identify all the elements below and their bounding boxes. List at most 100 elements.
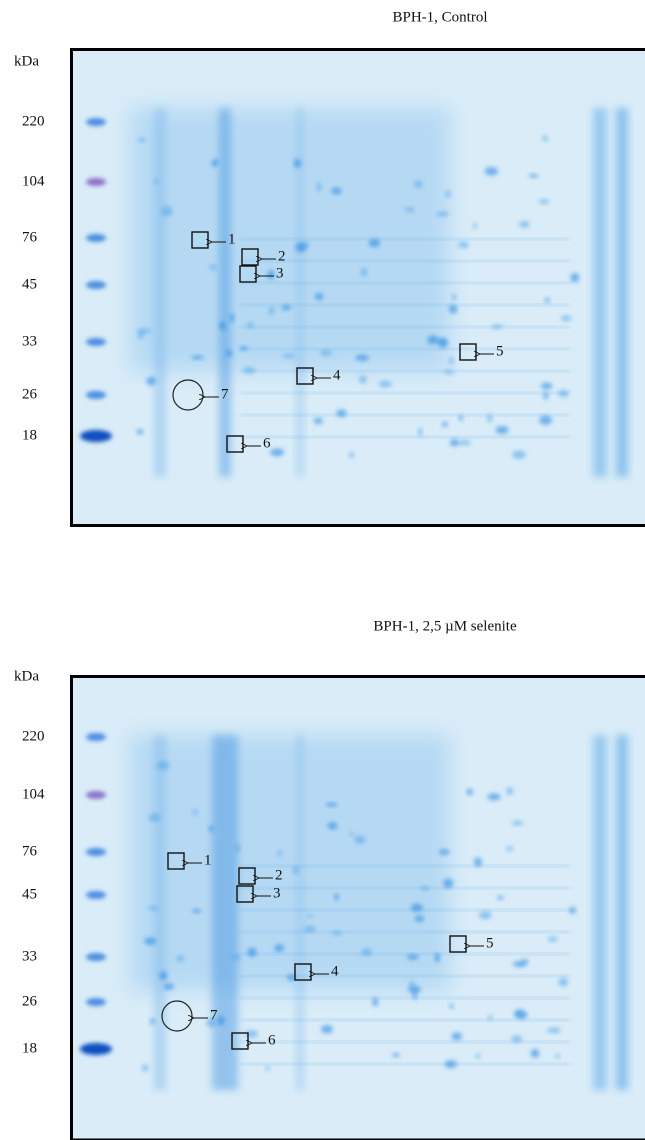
gel-spot [473, 857, 482, 867]
gel-spot [569, 906, 576, 914]
marker-label: 76 [22, 229, 38, 245]
gel-streak [154, 108, 166, 477]
gel-spot [316, 182, 322, 192]
gel-spot [304, 925, 316, 933]
gel-spot [225, 349, 233, 357]
gel-line [240, 326, 570, 328]
gel-line [240, 865, 570, 867]
gel-spot [368, 238, 381, 248]
gel-spot [314, 292, 324, 301]
gel-haze [130, 735, 450, 991]
gel-spot [506, 787, 514, 795]
gel-spot [448, 304, 458, 314]
gel-spot [265, 1066, 271, 1071]
gel-line [240, 1041, 570, 1043]
gel-spot [558, 977, 569, 987]
gel-streak [593, 735, 607, 1090]
gel-panel: BPH-1, 2,5 µM selenitekDa220104764533261… [14, 618, 645, 1140]
gel-spot [409, 980, 415, 990]
gel-spot [543, 392, 549, 400]
gel-image [72, 48, 645, 527]
marker-label: 45 [22, 886, 37, 902]
gel-spot [512, 961, 527, 968]
gel-image [72, 675, 645, 1140]
gel-spot [418, 427, 423, 437]
gel-spot [506, 846, 514, 851]
marker-band [86, 848, 106, 856]
gel-spot [146, 376, 157, 386]
gel-spot [247, 947, 257, 958]
gel-spot [451, 1032, 463, 1041]
gel-spot [427, 335, 439, 345]
gel-spot [331, 187, 342, 195]
panel-title: BPH-1, 2,5 µM selenite [373, 618, 517, 634]
marker-label: 26 [22, 993, 38, 1009]
gel-spot [160, 206, 173, 217]
spot-label: 5 [486, 935, 494, 951]
panel-title: BPH-1, Control [392, 9, 487, 25]
gel-spot [560, 315, 572, 322]
gel-border [70, 675, 645, 1140]
gel-spot [412, 991, 417, 1000]
gel-streak [616, 108, 628, 477]
gel-spot [209, 264, 217, 271]
gel-line [240, 370, 570, 372]
gel-spot [539, 415, 553, 425]
gel-spot [231, 953, 241, 961]
gel-spot [443, 878, 454, 889]
gel-spot [392, 1052, 400, 1058]
gel-spot [361, 948, 372, 957]
gel-spot [153, 179, 159, 184]
gel-spot [354, 835, 366, 844]
gel-spot [487, 1015, 493, 1021]
gel-spot [163, 983, 175, 990]
gel-spot [540, 382, 553, 390]
gel-line [240, 975, 570, 977]
gel-spot [192, 908, 202, 913]
gel-spot [336, 409, 347, 418]
gel-spot [349, 451, 354, 459]
gel-spot [414, 915, 425, 923]
gel-spot [445, 190, 451, 198]
gel-spot [497, 895, 504, 900]
spot-label: 5 [496, 343, 504, 359]
gel-line [240, 348, 570, 350]
axis-label: kDa [14, 53, 39, 69]
gel-spot [142, 1064, 149, 1072]
gel-spot [444, 369, 455, 375]
marker-label: 76 [22, 843, 38, 859]
spot-label: 7 [210, 1007, 218, 1023]
gel-spot [542, 135, 548, 142]
gel-spot [360, 267, 367, 278]
gel-spot [229, 313, 235, 323]
spot-label: 3 [273, 885, 281, 901]
gel-spot [404, 206, 415, 213]
gel-spot [295, 243, 307, 253]
gel-line [240, 392, 570, 394]
gel-spot [282, 353, 296, 359]
gel-spot [436, 211, 449, 217]
gel-spot [234, 843, 241, 853]
gel-spot [530, 1048, 540, 1058]
marker-band [86, 118, 106, 126]
marker-band [86, 234, 106, 242]
marker-label: 104 [22, 173, 45, 189]
gel-line [240, 953, 570, 955]
spot-label: 2 [278, 248, 286, 264]
marker-band [86, 391, 106, 399]
gel-spot [349, 832, 354, 837]
gel-line [240, 1063, 570, 1065]
marker-band [80, 430, 112, 442]
gel-spot [274, 944, 285, 952]
gel-streak [154, 735, 166, 1090]
gel-spot [438, 849, 450, 856]
gel-spot [558, 389, 569, 398]
gel-border [70, 48, 645, 527]
gel-spot [487, 413, 493, 423]
gel-spot [267, 269, 275, 280]
marker-band [86, 338, 106, 346]
marker-band [80, 1043, 112, 1055]
gel-spot [193, 808, 198, 816]
gel-spot [555, 1053, 560, 1059]
gel-spot [466, 788, 474, 796]
